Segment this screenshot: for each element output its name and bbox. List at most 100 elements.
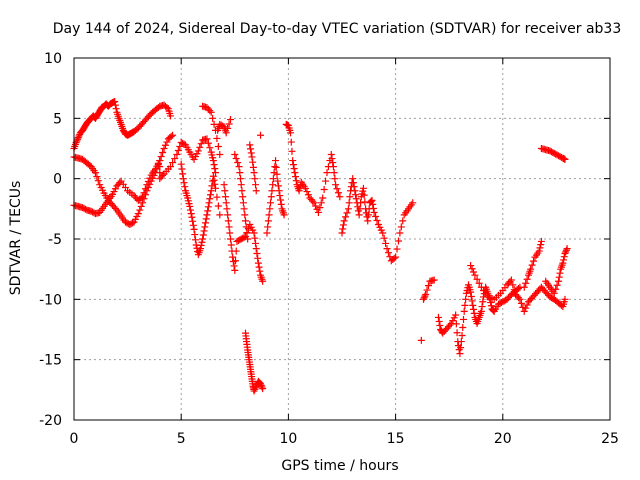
data-point-marker [560,253,568,261]
data-point-marker [459,315,467,323]
data-point-marker [166,163,174,171]
y-tick-label: -10 [39,292,62,308]
data-point-marker [259,385,267,393]
data-point-marker [222,193,230,201]
data-point-marker [212,169,220,177]
data-point-marker [372,212,380,220]
y-tick-label: -15 [39,353,62,369]
data-point-marker [74,135,82,143]
data-point-marker [94,177,102,185]
data-point-marker [435,317,443,325]
data-point-marker [390,254,398,262]
data-point-marker [224,124,232,132]
data-point-marker [535,247,543,255]
data-point-marker [392,253,400,261]
data-point-marker [396,229,404,237]
data-point-marker [461,301,469,309]
data-point-marker [309,197,317,205]
data-point-marker [352,195,360,203]
data-point-marker [421,292,429,300]
data-point-marker [252,187,260,195]
data-point-marker [243,229,251,237]
data-point-marker [112,105,120,113]
y-tick-label: -20 [39,413,62,429]
data-point-marker [550,289,558,297]
data-point-marker [213,134,221,142]
data-point-marker [177,160,185,168]
y-axis-label: SDTVAR / TECUs [8,181,24,296]
data-point-marker [467,288,475,296]
x-tick-label: 10 [279,431,297,447]
data-point-marker [188,213,196,221]
data-point-marker [200,227,208,235]
data-point-marker [221,187,229,195]
data-point-marker [210,176,218,184]
data-point-marker [380,234,388,242]
data-point-marker [536,244,544,252]
data-point-marker [242,223,250,231]
data-point-marker [159,171,167,179]
data-point-marker [556,269,564,277]
data-point-marker [373,216,381,224]
data-point-marker [288,147,296,155]
data-point-marker [137,194,145,202]
data-point-marker [272,157,280,165]
data-point-marker [169,159,177,167]
data-point-marker [209,172,217,180]
data-point-marker [393,245,401,253]
data-point-marker [515,294,523,302]
data-point-marker [563,245,571,253]
data-point-marker [523,301,531,309]
data-point-marker [143,181,151,189]
data-point-marker [422,291,430,299]
data-point-marker [272,163,280,171]
data-point-marker [203,135,211,143]
data-point-marker [179,175,187,183]
data-point-marker [222,129,230,137]
data-point-marker [236,169,244,177]
data-point-marker [251,234,259,242]
data-point-marker [342,213,350,221]
data-point-marker [136,206,144,214]
x-tick-label: 25 [601,431,619,447]
data-point-marker [332,181,340,189]
data-point-marker [430,276,438,284]
data-point-marker [344,205,352,213]
data-point-marker [240,205,248,213]
data-point-marker [269,175,277,183]
data-point-marker [409,199,417,207]
data-point-marker [237,175,245,183]
data-point-marker [239,199,247,207]
data-point-marker [212,184,220,192]
data-point-marker [156,163,164,171]
data-point-marker [171,155,179,163]
data-point-marker [259,277,267,285]
data-point-marker [140,189,148,197]
data-point-marker [280,211,288,219]
data-point-marker [329,163,337,171]
data-point-marker [206,107,214,115]
data-point-marker [475,279,483,287]
data-point-marker [166,112,174,120]
data-point-marker [159,149,167,157]
data-point-marker [229,253,237,261]
data-point-marker [473,275,481,283]
data-point-marker [314,208,322,216]
data-point-marker [471,271,479,279]
data-point-marker [274,177,282,185]
data-point-marker [252,181,260,189]
data-point-marker [350,183,358,191]
data-point-marker [340,217,348,225]
data-point-marker [264,217,272,225]
data-point-marker [252,245,260,253]
data-point-marker [277,196,285,204]
data-point-marker [456,350,464,358]
data-point-marker [264,223,272,231]
data-point-marker [224,217,232,225]
data-point-marker [364,211,372,219]
data-point-marker [207,187,215,195]
data-point-marker [205,199,213,207]
data-point-marker [204,207,212,215]
data-point-marker [239,193,247,201]
data-point-marker [469,305,477,313]
